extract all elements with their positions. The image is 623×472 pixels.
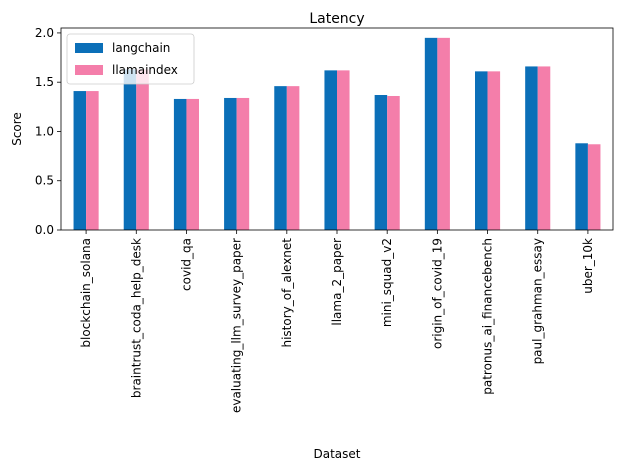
bar-langchain-braintrust_coda_help_desk — [123, 69, 137, 230]
bar-langchain-uber_10k — [575, 143, 588, 230]
x-tick-label: llama_2_paper — [330, 238, 344, 326]
legend-label-llamaindex: llamaindex — [112, 63, 178, 77]
bar-llamaindex-history_of_alexnet — [286, 86, 300, 230]
y-axis-label: Score — [10, 112, 24, 146]
bar-langchain-paul_grahman_essay — [525, 66, 538, 231]
bar-llamaindex-paul_grahman_essay — [537, 66, 551, 231]
bar-langchain-patronus_ai_financebench — [475, 71, 488, 230]
x-tick-label: braintrust_coda_help_desk — [129, 238, 143, 398]
y-tick-label: 0.0 — [35, 223, 54, 237]
legend: langchain llamaindex — [66, 33, 195, 85]
y-tick-label: 0.5 — [35, 174, 54, 188]
x-ticks-group: blockchain_solana braintrust_coda_help_de… — [79, 230, 595, 413]
bar-langchain-llama_2_paper — [324, 70, 337, 231]
bar-llamaindex-braintrust_coda_help_desk — [136, 69, 149, 230]
plot-frame — [60, 27, 614, 231]
bar-llamaindex-blockchain_solana — [86, 91, 99, 230]
bar-langchain-blockchain_solana — [73, 91, 87, 230]
bar-llamaindex-mini_squad_v2 — [387, 95, 400, 231]
bar-llamaindex-llama_2_paper — [337, 70, 350, 231]
chart-title: Latency — [309, 11, 364, 27]
x-tick-label: patronus_ai_financebench — [481, 238, 495, 395]
bar-langchain-origin_of_covid_19 — [424, 37, 438, 230]
x-tick-label: origin_of_covid_19 — [430, 238, 444, 349]
bar-llamaindex-origin_of_covid_19 — [437, 37, 450, 230]
legend-swatch-llamaindex — [75, 65, 103, 75]
bar-langchain-evaluating_llm_survey_paper — [224, 97, 237, 231]
bar-langchain-mini_squad_v2 — [374, 95, 388, 230]
bars-group — [73, 37, 601, 231]
x-tick-label: evaluating_llm_survey_paper — [230, 238, 244, 413]
bar-llamaindex-patronus_ai_financebench — [487, 71, 501, 230]
bar-langchain-history_of_alexnet — [274, 86, 287, 230]
x-axis-label: Dataset — [314, 447, 361, 461]
x-tick-label: covid_qa — [179, 238, 193, 291]
bar-llamaindex-covid_qa — [186, 98, 199, 230]
x-tick-label: mini_squad_v2 — [380, 238, 394, 327]
bar-llamaindex-evaluating_llm_survey_paper — [236, 97, 250, 231]
x-tick-label: uber_10k — [581, 238, 595, 294]
x-tick-label: paul_grahman_essay — [531, 238, 545, 364]
legend-swatch-langchain — [75, 43, 103, 53]
bar-langchain-covid_qa — [173, 98, 187, 230]
x-tick-label: history_of_alexnet — [280, 238, 294, 348]
bar-llamaindex-uber_10k — [587, 144, 601, 230]
y-tick-label: 1.5 — [35, 75, 54, 89]
x-tick-label: blockchain_solana — [79, 238, 93, 348]
legend-label-langchain: langchain — [112, 41, 170, 55]
y-tick-label: 2.0 — [35, 26, 54, 40]
y-ticks-group: 0.0 0.5 1.0 1.5 2.0 — [35, 26, 61, 237]
y-tick-label: 1.0 — [35, 124, 54, 138]
